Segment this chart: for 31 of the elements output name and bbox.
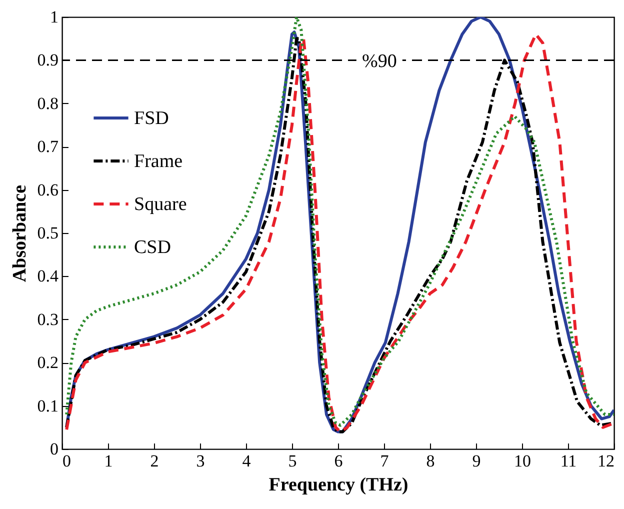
x-tick-label: 7	[380, 452, 390, 470]
x-tick-label: 5	[288, 452, 297, 470]
y-tick-label: 0.8	[37, 94, 58, 113]
x-tick-label: 0	[62, 452, 71, 470]
y-tick-label: 0.1	[37, 396, 58, 416]
y-tick-label: 0.3	[37, 310, 58, 329]
x-tick-label: 4	[242, 452, 252, 470]
x-tick-label: 12	[598, 452, 614, 470]
x-tick-label: 10	[514, 452, 531, 470]
x-tick-label: 11	[560, 452, 577, 470]
legend-label: Square	[134, 194, 187, 215]
y-tick-label: 0	[50, 440, 58, 458]
legend-label: Frame	[134, 151, 183, 172]
x-tick-label: 3	[196, 452, 205, 470]
y-tick-label: 0.5	[37, 224, 58, 242]
legend-label: FSD	[134, 108, 169, 129]
x-tick-label: 8	[426, 452, 435, 470]
y-tick-label: 0.2	[37, 353, 58, 372]
y-axis-title: Absorbance	[9, 184, 30, 282]
x-tick-label: 9	[472, 452, 481, 470]
y-tick-label: 0.4	[37, 266, 59, 286]
x-tick-label: 6	[334, 452, 343, 470]
y-tick-label: 1	[50, 8, 58, 26]
x-tick-label: 1	[104, 452, 113, 470]
x-axis-title: Frequency (THz)	[268, 474, 408, 496]
y-tick-label: 0.7	[37, 137, 59, 156]
legend-label: CSD	[134, 237, 171, 258]
ref-line-label: %90	[362, 51, 397, 72]
x-tick-label: 2	[150, 452, 159, 470]
y-tick-label: 0.9	[37, 50, 58, 70]
y-tick-label: 0.6	[37, 180, 58, 200]
